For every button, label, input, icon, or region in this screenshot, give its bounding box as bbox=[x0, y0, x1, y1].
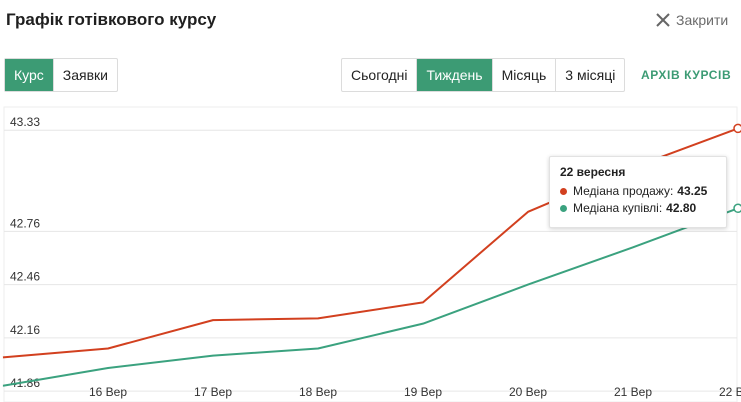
buy-line-point bbox=[733, 203, 741, 214]
x-tick-label: 21 Вер bbox=[614, 385, 652, 399]
plot-frame bbox=[3, 106, 738, 402]
sell-line-point bbox=[733, 123, 741, 134]
tooltip-buy-label: Медіана купівлі: bbox=[573, 201, 663, 215]
tab-week[interactable]: Тиждень bbox=[417, 59, 493, 91]
x-tick-label: 18 Вер bbox=[299, 385, 337, 399]
rate-chart[interactable]: 43.33 42.76 42.46 42.16 41.86 16 Вер 17 Вер 18 … bbox=[0, 100, 741, 402]
buy-dot-icon bbox=[560, 204, 567, 212]
archive-link[interactable]: АРХІВ КУРСІВ bbox=[641, 68, 732, 82]
sell-dot-icon bbox=[560, 187, 567, 195]
x-tick-label: 17 Вер bbox=[194, 385, 232, 399]
tab-requests[interactable]: Заявки bbox=[62, 67, 109, 83]
close-button[interactable]: Закрити bbox=[656, 12, 728, 28]
tooltip-sell-value: 43.25 bbox=[677, 184, 708, 198]
y-tick-label: 41.86 bbox=[10, 376, 40, 390]
page-title: Графік готівкового курсу bbox=[6, 10, 217, 29]
tab-3-months[interactable]: 3 місяці bbox=[565, 67, 616, 83]
buy-line bbox=[2, 207, 739, 387]
tooltip-buy-value: 42.80 bbox=[666, 201, 697, 215]
tab-month[interactable]: Місяць bbox=[493, 59, 557, 91]
view-tabs: Курс Заявки bbox=[4, 58, 119, 92]
x-tick-label: 22 Вер bbox=[719, 385, 741, 399]
period-tabs: Сьогодні Тиждень Місяць 3 місяці bbox=[341, 58, 626, 92]
tab-rate[interactable]: Курс bbox=[5, 59, 54, 91]
close-label: Закрити bbox=[676, 12, 729, 28]
y-tick-label: 43.33 bbox=[10, 115, 40, 129]
x-tick-label: 20 Вер bbox=[509, 385, 547, 399]
tooltip-sell-label: Медіана продажу: bbox=[573, 184, 674, 198]
x-tick-label: 16 Вер bbox=[89, 385, 127, 399]
tooltip-row-buy: Медіана купівлі: 42.80 bbox=[560, 201, 716, 215]
y-tick-label: 42.46 bbox=[10, 270, 40, 284]
chart-tooltip: 22 вересня Медіана продажу: 43.25 Медіан… bbox=[549, 156, 727, 228]
y-tick-label: 42.16 bbox=[10, 323, 40, 337]
close-icon bbox=[656, 13, 670, 27]
y-tick-label: 42.76 bbox=[10, 216, 40, 230]
tooltip-date: 22 вересня bbox=[560, 165, 626, 179]
tab-today[interactable]: Сьогодні bbox=[342, 59, 418, 91]
x-tick-label: 19 Вер bbox=[404, 385, 442, 399]
tooltip-row-sell: Медіана продажу: 43.25 bbox=[560, 184, 716, 198]
